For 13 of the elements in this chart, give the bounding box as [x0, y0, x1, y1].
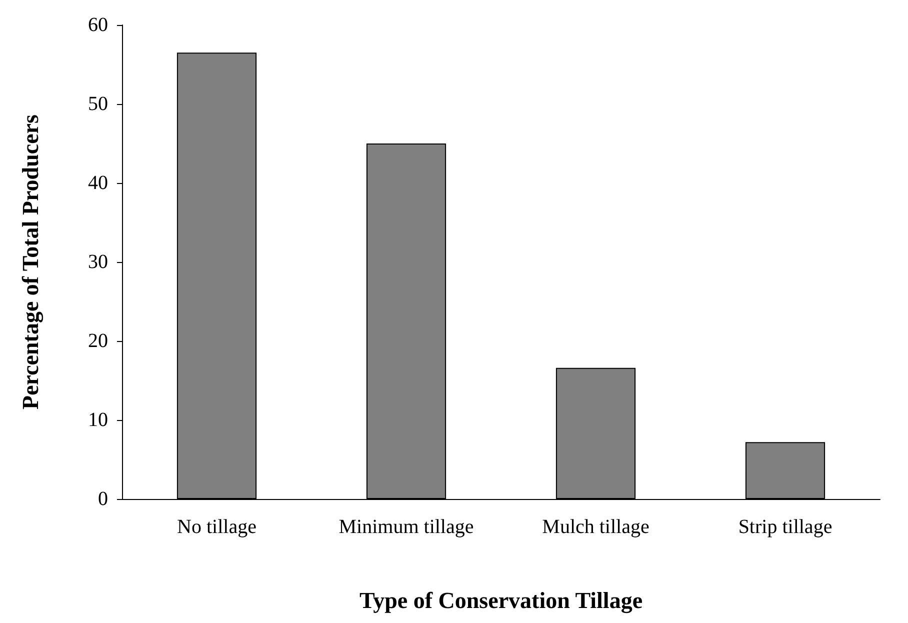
- y-tick-label: 40: [88, 172, 108, 194]
- y-tick-label: 60: [88, 14, 108, 36]
- x-tick-label: Strip tillage: [738, 516, 832, 538]
- y-axis-title: Percentage of Total Producers: [18, 114, 44, 410]
- y-tick-label: 30: [88, 251, 108, 273]
- y-tick-label: 50: [88, 93, 108, 115]
- y-tick-label: 10: [88, 409, 108, 431]
- y-tick-label: 0: [98, 488, 108, 510]
- y-tick-label: 20: [88, 330, 108, 352]
- x-tick-label: No tillage: [177, 516, 257, 538]
- x-tick-label: Mulch tillage: [542, 516, 650, 538]
- x-tick-label: Minimum tillage: [338, 516, 474, 538]
- x-axis-title: Type of Conservation Tillage: [359, 588, 643, 614]
